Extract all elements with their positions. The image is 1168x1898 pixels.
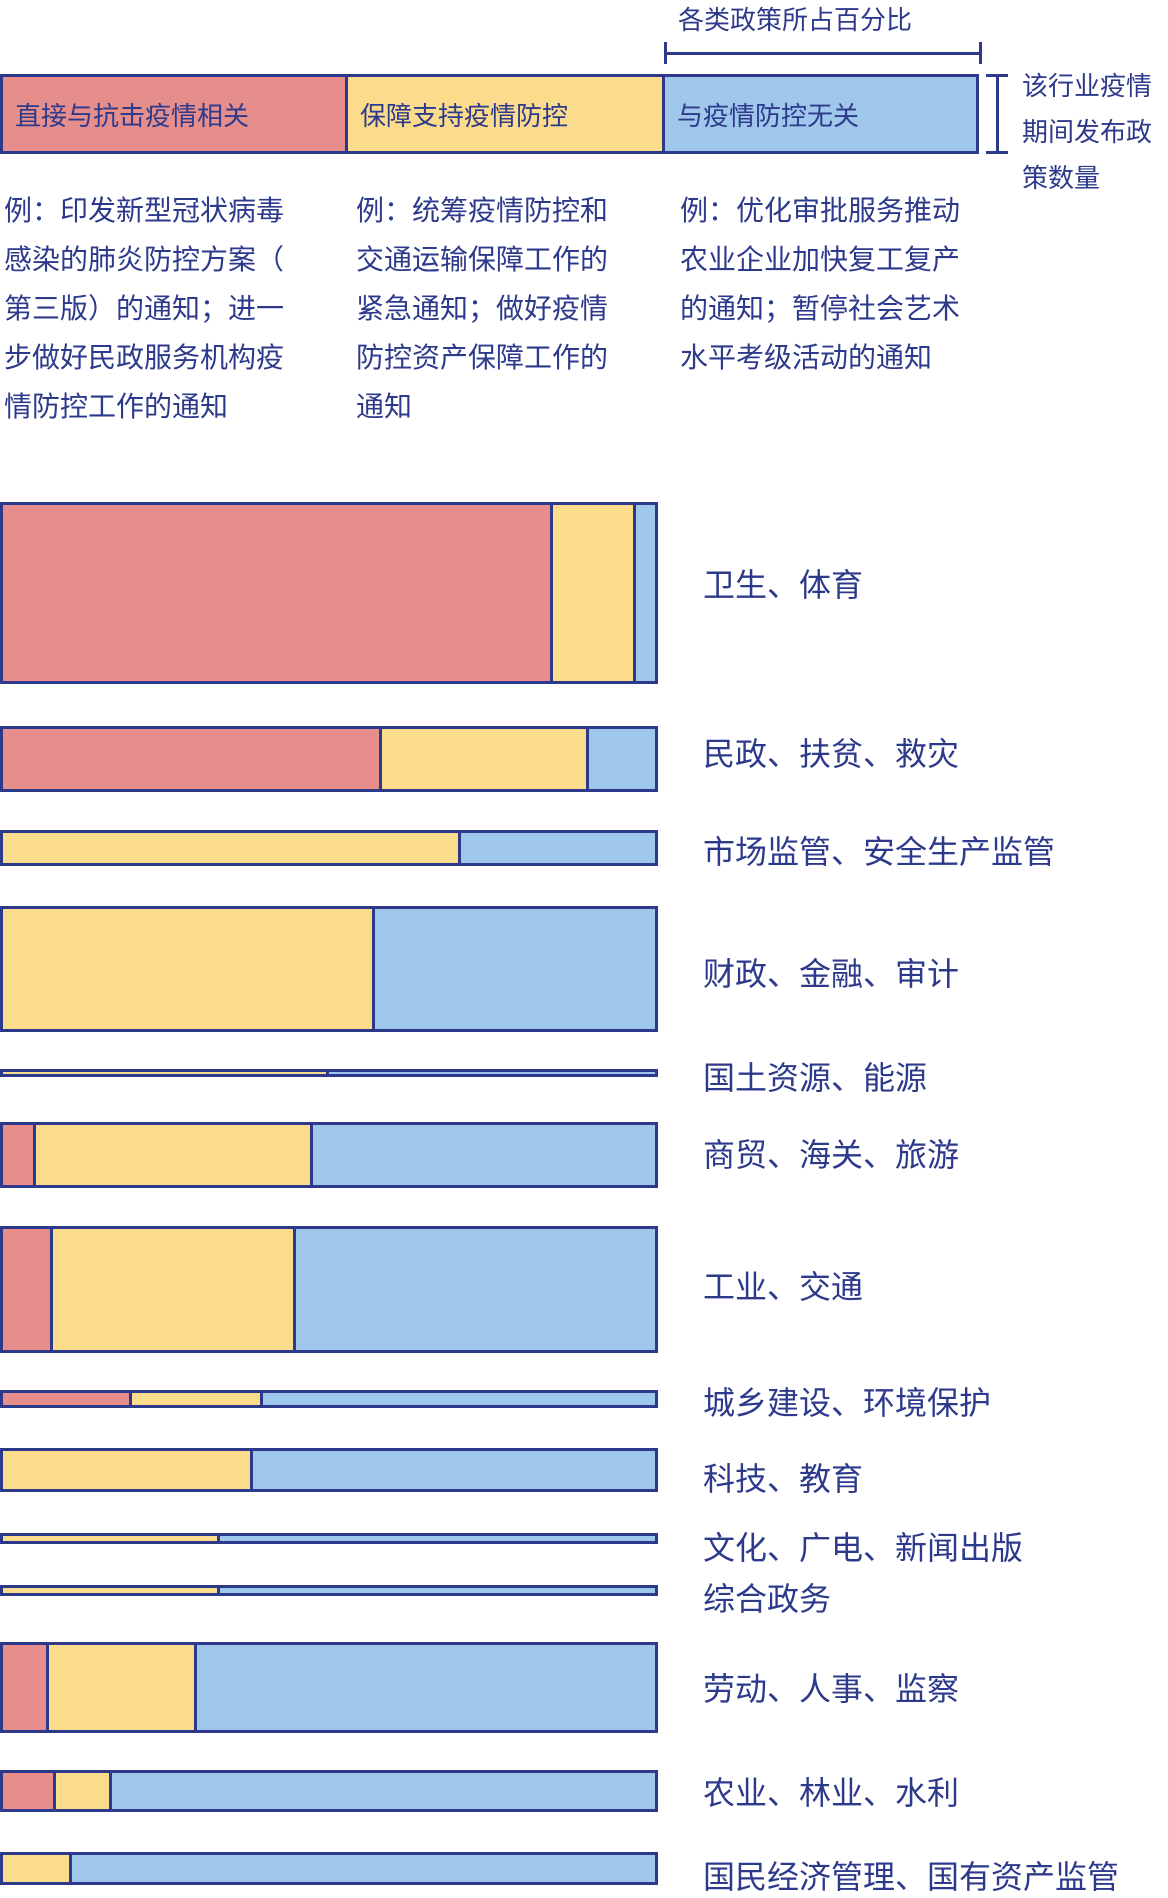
bar-row	[0, 830, 658, 866]
bar-row	[0, 1642, 658, 1733]
category-label: 国土资源、能源	[703, 1059, 928, 1097]
category-label: 科技、教育	[703, 1460, 864, 1498]
example-line: 农业企业加快复工复产	[680, 243, 961, 276]
bar-row	[0, 1533, 658, 1544]
example-line: 例：印发新型冠状病毒	[4, 194, 285, 227]
count-caption: 该行业疫情 期间发布政 策数量	[1022, 64, 1152, 202]
percent-bracket-left-tick	[664, 42, 667, 64]
bar-row	[0, 1585, 658, 1596]
count-caption-line: 期间发布政	[1022, 118, 1153, 148]
bar-segment-unrelated	[250, 1448, 658, 1492]
bar-segment-direct	[0, 1770, 59, 1812]
example-line: 通知	[356, 390, 413, 423]
bar-segment-support	[49, 1226, 297, 1353]
bar-segment-unrelated	[260, 1390, 658, 1408]
bar-segment-direct	[0, 1226, 56, 1353]
count-bracket-bottom-tick	[986, 151, 1008, 154]
bar-segment-unrelated	[585, 726, 658, 792]
category-label: 商贸、海关、旅游	[703, 1136, 960, 1174]
bar-segment-unrelated	[457, 830, 658, 866]
category-label: 综合政务	[703, 1580, 832, 1618]
category-label: 市场监管、安全生产监管	[703, 833, 1056, 871]
bar-row	[0, 1122, 658, 1188]
category-label: 民政、扶贫、救灾	[703, 735, 960, 773]
percent-bracket	[664, 52, 982, 55]
bar-segment-support	[0, 1069, 332, 1077]
bar-segment-support	[378, 726, 589, 792]
example-direct: 例：印发新型冠状病毒 感染的肺炎防控方案（ 第三版）的通知；进一 步做好民政服务…	[4, 186, 284, 431]
count-bracket-top-tick	[986, 74, 1008, 77]
bar-segment-direct	[0, 502, 556, 684]
bar-segment-support	[33, 1122, 313, 1188]
bar-segment-unrelated	[217, 1533, 658, 1544]
example-line: 的通知；暂停社会艺术	[680, 292, 961, 325]
example-line: 感染的肺炎防控方案（	[4, 243, 285, 276]
bar-row	[0, 906, 658, 1032]
bar-row	[0, 1852, 658, 1885]
example-line: 水平考级活动的通知	[680, 341, 933, 374]
bar-segment-unrelated	[194, 1642, 658, 1733]
category-label: 劳动、人事、监察	[703, 1670, 960, 1708]
example-line: 第三版）的通知；进一	[4, 292, 285, 325]
bar-row	[0, 502, 658, 684]
bar-segment-support	[0, 1852, 76, 1885]
bar-segment-support	[0, 1448, 257, 1492]
bar-row	[0, 726, 658, 792]
category-label: 工业、交通	[703, 1268, 864, 1306]
percent-bracket-right-tick	[979, 42, 982, 64]
example-line: 例：优化审批服务推动	[680, 194, 961, 227]
category-label: 财政、金融、审计	[703, 955, 960, 993]
category-label: 卫生、体育	[703, 566, 864, 604]
count-bracket	[996, 74, 999, 154]
bar-segment-unrelated	[372, 906, 658, 1032]
bar-segment-unrelated	[309, 1122, 658, 1188]
bar-row	[0, 1390, 658, 1408]
count-caption-line: 策数量	[1022, 164, 1101, 194]
example-line: 例：统筹疫情防控和	[356, 194, 609, 227]
bar-segment-support	[549, 502, 636, 684]
legend-direct: 直接与抗击疫情相关	[0, 74, 348, 154]
bar-segment-direct	[0, 726, 385, 792]
bar-row	[0, 1770, 658, 1812]
category-label: 农业、林业、水利	[703, 1774, 960, 1812]
example-line: 交通运输保障工作的	[356, 243, 609, 276]
category-label: 国民经济管理、国有资产监管	[703, 1858, 1120, 1896]
bar-segment-support	[128, 1390, 264, 1408]
category-label: 城乡建设、环境保护	[703, 1384, 992, 1422]
bar-row	[0, 1448, 658, 1492]
percent-caption: 各类政策所占百分比	[678, 6, 913, 36]
bar-segment-direct	[0, 1642, 53, 1733]
bar-segment-unrelated	[108, 1770, 658, 1812]
bar-row	[0, 1226, 658, 1353]
bar-row	[0, 1069, 658, 1077]
example-unrelated: 例：优化审批服务推动 农业企业加快复工复产 的通知；暂停社会艺术 水平考级活动的…	[680, 186, 960, 382]
legend-support: 保障支持疫情防控	[345, 74, 665, 154]
bar-segment-unrelated	[326, 1069, 658, 1077]
bar-segment-unrelated	[217, 1585, 658, 1596]
category-label: 文化、广电、新闻出版	[703, 1529, 1024, 1567]
bar-segment-support	[0, 906, 379, 1032]
bar-segment-support	[0, 1585, 224, 1596]
example-support: 例：统筹疫情防控和 交通运输保障工作的 紧急通知；做好疫情 防控资产保障工作的 …	[356, 186, 608, 431]
bar-segment-support	[0, 1533, 224, 1544]
example-line: 情防控工作的通知	[4, 390, 229, 423]
example-line: 紧急通知；做好疫情	[356, 292, 609, 325]
example-line: 防控资产保障工作的	[356, 341, 609, 374]
bar-segment-unrelated	[632, 502, 658, 684]
count-caption-line: 该行业疫情	[1022, 72, 1153, 102]
bar-segment-support	[0, 830, 464, 866]
bar-segment-support	[52, 1770, 112, 1812]
bar-segment-support	[46, 1642, 198, 1733]
legend-unrelated: 与疫情防控无关	[662, 74, 979, 154]
example-line: 步做好民政服务机构疫	[4, 341, 285, 374]
bar-segment-unrelated	[293, 1226, 658, 1353]
bar-segment-unrelated	[69, 1852, 658, 1885]
bar-segment-direct	[0, 1390, 135, 1408]
